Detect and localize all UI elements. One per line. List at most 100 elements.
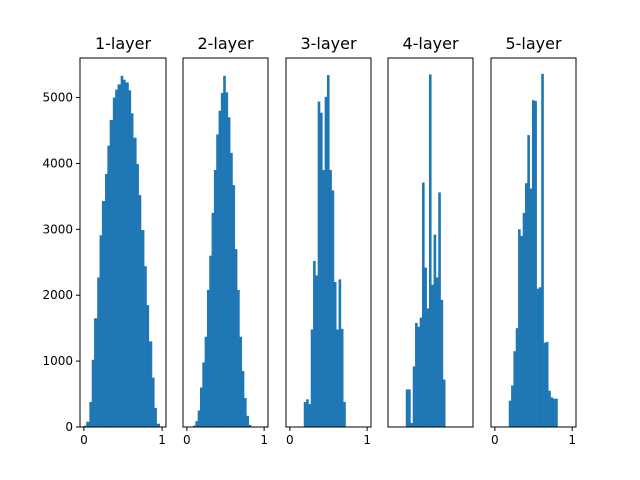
histogram-bar bbox=[128, 90, 132, 427]
histogram-bar bbox=[326, 75, 330, 427]
histogram-bar bbox=[154, 407, 157, 427]
x-tick-label: 0 bbox=[286, 433, 294, 447]
histogram-bar bbox=[206, 289, 210, 427]
histogram-bar bbox=[94, 318, 98, 427]
histogram-bar bbox=[315, 275, 318, 427]
histogram-bar bbox=[218, 110, 222, 428]
histogram-bar bbox=[534, 100, 537, 427]
x-tick-label: 0 bbox=[80, 433, 88, 447]
histogram-bar bbox=[220, 92, 224, 428]
x-tick-label: 1 bbox=[568, 433, 576, 447]
histogram-bar bbox=[508, 400, 512, 427]
histogram-bar bbox=[333, 282, 337, 427]
histogram-bar bbox=[511, 385, 514, 427]
histogram-bar bbox=[310, 329, 314, 427]
histogram-bar bbox=[415, 322, 418, 427]
y-tick-label: 2000 bbox=[42, 288, 73, 302]
histogram-bar bbox=[151, 377, 155, 427]
histogram-bar bbox=[193, 425, 196, 427]
histogram-bar bbox=[144, 266, 147, 427]
histogram-bar bbox=[146, 305, 150, 427]
histogram-bar bbox=[442, 379, 446, 427]
y-tick-label: 3000 bbox=[42, 222, 73, 236]
histogram-bar bbox=[555, 398, 558, 427]
histogram-bar bbox=[422, 182, 425, 427]
histogram-bar bbox=[525, 183, 528, 427]
histogram-bar bbox=[101, 200, 106, 427]
axes-frame bbox=[387, 57, 474, 428]
histogram-bar bbox=[522, 212, 526, 427]
x-tick-label: 1 bbox=[260, 433, 268, 447]
histogram-bar bbox=[531, 100, 535, 428]
histogram-bar bbox=[204, 336, 208, 427]
histogram-bar bbox=[545, 342, 549, 427]
axes-frame bbox=[285, 57, 372, 428]
histogram-bar bbox=[91, 359, 95, 427]
histogram-bar bbox=[520, 235, 523, 427]
histogram-bar bbox=[140, 229, 145, 427]
histogram-bar bbox=[89, 401, 93, 427]
histogram-bar bbox=[543, 342, 547, 427]
histogram-bar bbox=[195, 421, 198, 427]
histogram-bar bbox=[246, 415, 249, 427]
subplot-5: 5-layer 0 1 bbox=[490, 34, 577, 447]
histogram-bar bbox=[313, 260, 316, 427]
histogram-bar bbox=[424, 267, 427, 427]
histogram-bar bbox=[227, 117, 231, 428]
histogram-bar bbox=[105, 173, 108, 427]
histogram-bar bbox=[552, 398, 556, 427]
subplot-title: 1-layer bbox=[95, 34, 152, 53]
y-tick-label: 5000 bbox=[42, 91, 73, 105]
x-tick-label: 1 bbox=[158, 433, 166, 447]
subplot-title: 3-layer bbox=[300, 34, 357, 53]
histogram-bar bbox=[320, 112, 323, 427]
histogram-bar bbox=[148, 341, 153, 427]
histogram-bar bbox=[322, 170, 325, 427]
histogram-bar bbox=[99, 235, 103, 427]
histogram-bar bbox=[232, 185, 236, 427]
histogram-bar bbox=[548, 390, 551, 427]
histogram-bar bbox=[234, 249, 238, 427]
histogram-bar bbox=[515, 328, 519, 427]
y-tick-label: 4000 bbox=[42, 156, 73, 170]
histogram-bar bbox=[136, 164, 139, 427]
histogram-bar bbox=[529, 188, 533, 427]
histogram-bar bbox=[408, 389, 411, 427]
histogram-bar bbox=[426, 308, 430, 427]
histogram-bar bbox=[223, 75, 226, 427]
x-tick-label: 0 bbox=[183, 433, 191, 447]
histogram-bar bbox=[202, 362, 205, 427]
histogram-bar bbox=[329, 170, 332, 427]
histogram-bar bbox=[433, 234, 437, 427]
histogram-bar bbox=[107, 145, 111, 427]
histogram-bar bbox=[230, 152, 233, 427]
histogram-bar bbox=[237, 289, 240, 427]
subplot-1: 1-layer 0 1 0 1000 2000 3000 4000 5000 bbox=[42, 34, 167, 447]
histogram-bar bbox=[306, 399, 309, 427]
histogram-bar bbox=[331, 190, 335, 427]
histogram-bar bbox=[336, 329, 339, 427]
histogram-bar bbox=[538, 287, 542, 427]
histogram-bar bbox=[438, 192, 441, 427]
histogram-bar bbox=[117, 84, 121, 428]
histogram-bar bbox=[536, 288, 540, 428]
histogram-bar bbox=[213, 170, 217, 427]
histogram-bar bbox=[244, 398, 247, 427]
histogram-bar bbox=[156, 423, 161, 427]
histogram-bar bbox=[225, 92, 229, 427]
histogram-bar bbox=[303, 401, 307, 427]
histogram-bar bbox=[200, 387, 203, 427]
histogram-bar bbox=[550, 397, 554, 427]
histogram-bar bbox=[317, 101, 321, 428]
histogram-bar bbox=[343, 401, 346, 427]
histogram-bar bbox=[130, 113, 134, 427]
subplot-title: 2-layer bbox=[197, 34, 254, 53]
histogram-bar bbox=[428, 74, 432, 427]
subplot-title: 4-layer bbox=[402, 34, 459, 53]
histogram-bar bbox=[109, 119, 114, 427]
histogram-bar bbox=[340, 328, 344, 427]
axes-frame bbox=[182, 57, 269, 428]
histogram-bar bbox=[431, 284, 434, 427]
histogram-bar bbox=[513, 351, 517, 427]
